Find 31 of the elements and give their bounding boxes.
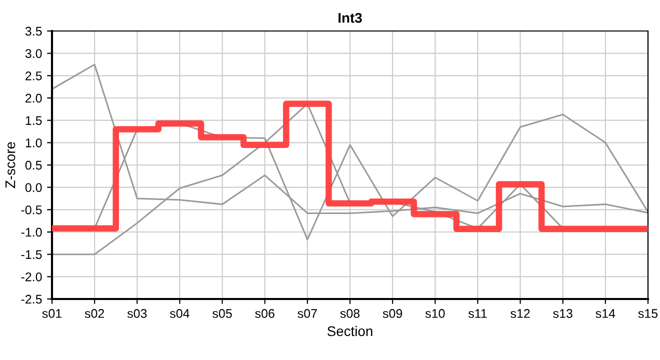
x-tick-label: s12 <box>510 309 530 318</box>
y-tick-label: 3.0 <box>25 49 42 58</box>
x-tick-label: s11 <box>468 309 487 318</box>
x-tick-label: s10 <box>425 309 445 318</box>
y-tick-label: -0.5 <box>21 205 42 214</box>
x-tick-label: s13 <box>553 309 572 318</box>
y-tick-label: -1.0 <box>21 228 42 237</box>
y-tick-label: 0.5 <box>25 160 42 170</box>
x-tick-label: s15 <box>638 309 658 318</box>
x-tick-label: s05 <box>212 309 232 318</box>
y-tick-label: -2.0 <box>21 272 42 282</box>
x-tick-label: s08 <box>340 309 360 318</box>
x-tick-label: s07 <box>298 309 317 318</box>
y-tick-label: 1.5 <box>26 116 42 125</box>
y-tick-label: -1.5 <box>21 250 42 259</box>
chart-title: Int3 <box>338 12 362 23</box>
y-tick-label: 1.0 <box>26 138 42 148</box>
x-tick-label: s14 <box>596 309 616 318</box>
y-tick-label: 2.5 <box>26 71 42 80</box>
x-tick-label: s02 <box>84 309 104 318</box>
x-tick-label: s01 <box>42 309 62 318</box>
x-tick-label: s03 <box>127 309 147 318</box>
x-tick-label: s09 <box>382 309 402 318</box>
y-tick-label: 0.0 <box>25 183 42 192</box>
x-axis-title: Section <box>327 326 372 336</box>
y-tick-label: 2.0 <box>26 94 42 103</box>
y-tick-label: 3.5 <box>25 26 42 36</box>
y-tick-label: -2.5 <box>21 294 42 304</box>
y-axis-title: Z-score <box>6 142 16 188</box>
x-tick-label: s06 <box>255 309 274 318</box>
x-tick-label: s04 <box>170 309 190 318</box>
